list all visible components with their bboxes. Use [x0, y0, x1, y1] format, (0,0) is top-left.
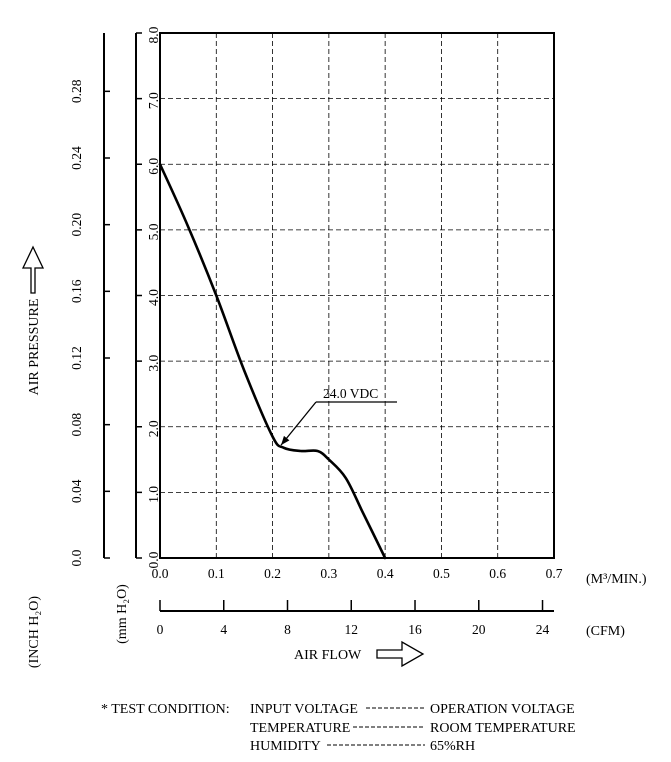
y-tick-label-mm: 8.0	[146, 26, 161, 43]
y-axis-unit-inch: (INCH H₂O)	[27, 596, 42, 668]
y-tick-label-mm: 3.0	[146, 354, 161, 371]
y-tick-label-mm: 5.0	[146, 223, 161, 240]
x-tick-label-m3: 0.5	[433, 566, 450, 581]
x-tick-label-m3: 0.2	[264, 566, 281, 581]
test-condition-name: TEMPERATURE	[250, 721, 350, 736]
series-line-24vdc	[158, 163, 387, 560]
grid-lines	[160, 33, 554, 558]
y-tick-label-mm: 2.0	[146, 420, 161, 437]
test-condition-prefix: * TEST CONDITION:	[101, 702, 230, 717]
annotation-leader-diagonal	[280, 401, 317, 446]
y-tick-label-inch: 0.04	[69, 479, 84, 503]
x-axis-label: AIR FLOW	[294, 648, 362, 663]
x-tick-label-cfm: 24	[536, 622, 550, 637]
x-tick-label-m3: 0.4	[377, 566, 394, 581]
y-tick-label-inch: 0.0	[69, 549, 84, 566]
series-label-24vdc: 24.0 VDC	[323, 386, 378, 401]
x-axis-unit-m3: (M³/MIN.)	[586, 572, 647, 587]
test-condition-value: 65%RH	[430, 739, 475, 754]
test-condition-name: INPUT VOLTAGE	[250, 702, 358, 717]
arrow-up-outline-icon	[21, 245, 45, 294]
y-tick-label-mm: 4.0	[146, 289, 161, 306]
y-tick-label-inch: 0.08	[69, 413, 84, 437]
x-tick-label-cfm: 0	[157, 622, 164, 637]
y-tick-label-mm: 0.0	[146, 551, 161, 568]
x-tick-label-cfm: 12	[345, 622, 359, 637]
y-axis-label: AIR PRESSURE	[27, 299, 42, 396]
x-tick-label-cfm: 20	[472, 622, 486, 637]
x-tick-label-cfm: 8	[284, 622, 291, 637]
y-tick-label-mm: 1.0	[146, 486, 161, 503]
x-tick-label-cfm: 16	[408, 622, 422, 637]
test-condition-value: ROOM TEMPERATURE	[430, 721, 576, 736]
y-tick-label-inch: 0.12	[69, 346, 84, 370]
x-axis-unit-cfm: (CFM)	[586, 624, 625, 639]
y-tick-label-mm: 7.0	[146, 92, 161, 109]
x-tick-label-m3: 0.0	[152, 566, 169, 581]
y-tick-label-mm: 6.0	[146, 158, 161, 175]
annotation-arrowhead	[281, 435, 290, 446]
y-axis-unit-mm: (mm H₂O)	[115, 584, 130, 644]
x-tick-label-m3: 0.6	[489, 566, 506, 581]
x-tick-label-cfm: 4	[220, 622, 227, 637]
y-tick-label-inch: 0.16	[69, 279, 84, 303]
x-tick-label-m3: 0.7	[546, 566, 563, 581]
test-condition-value: OPERATION VOLTAGE	[430, 702, 575, 717]
test-condition-name: HUMIDITY	[250, 739, 321, 754]
y-tick-label-inch: 0.20	[69, 213, 84, 237]
x-tick-label-m3: 0.3	[320, 566, 337, 581]
y-tick-label-inch: 0.28	[69, 79, 84, 103]
y-tick-label-inch: 0.24	[69, 146, 84, 170]
x-tick-label-m3: 0.1	[208, 566, 225, 581]
plot-frame	[159, 32, 555, 559]
arrow-right-outline-icon	[376, 640, 425, 668]
